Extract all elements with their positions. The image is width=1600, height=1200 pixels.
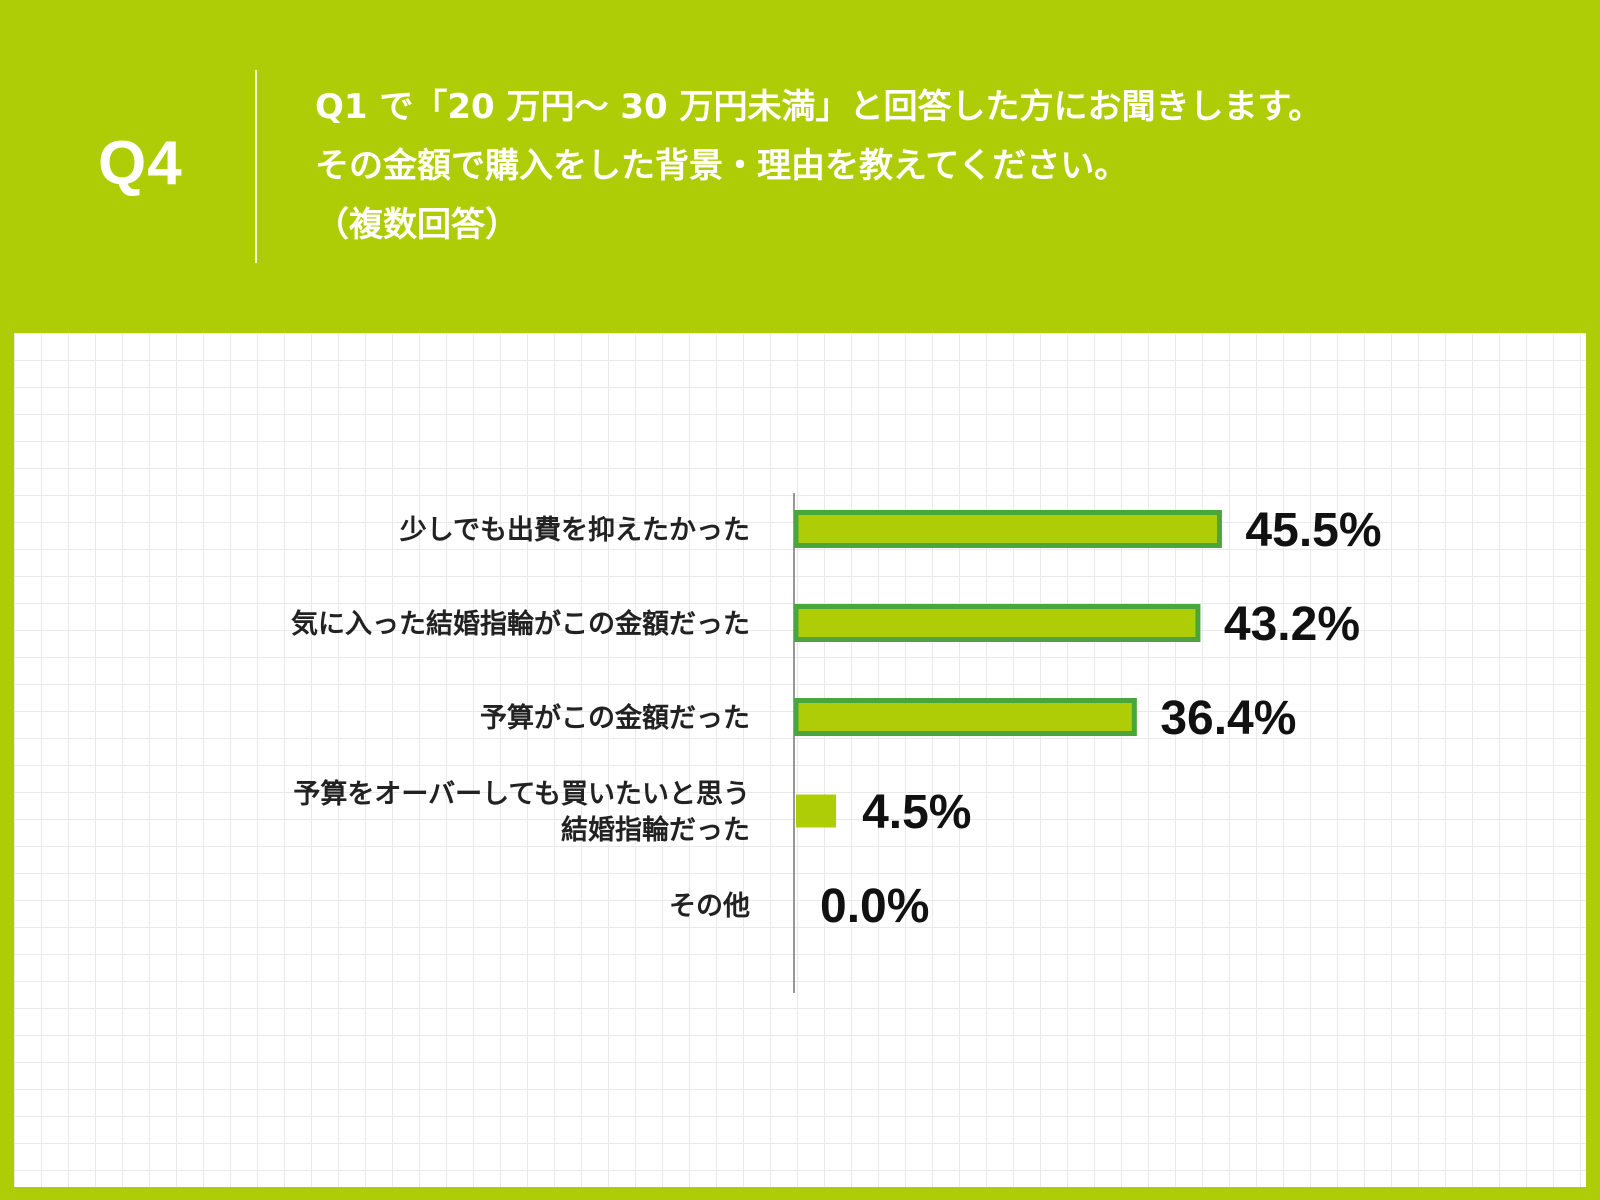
category-label: 予算がこの金額だった — [480, 702, 750, 734]
bar — [793, 604, 1201, 642]
category-label: 結婚指輪だった — [561, 814, 750, 846]
question-line-3: （複数回答） — [315, 205, 519, 245]
bar — [793, 698, 1137, 736]
bar-chart: 少しでも出費を抑えたかった 45.5% 気に入った結婚指輪がこの金額だった 43.2%… — [291, 493, 1382, 993]
header-divider — [255, 70, 257, 263]
value-label: 4.5% — [862, 786, 971, 839]
question-number: Q4 — [98, 129, 183, 198]
bar — [796, 794, 837, 828]
category-label: 少しでも出費を抑えたかった — [400, 515, 750, 546]
value-label: 43.2% — [1224, 598, 1360, 651]
question-header: Q4 Q1 で「20 万円〜 30 万円未満」と回答した方にお聞きします。 その… — [0, 0, 1600, 333]
question-line-1: Q1 で「20 万円〜 30 万円未満」と回答した方にお聞きします。 — [315, 87, 1323, 127]
bar — [793, 510, 1222, 548]
value-label: 45.5% — [1245, 504, 1381, 557]
chart-panel: 少しでも出費を抑えたかった 45.5% 気に入った結婚指輪がこの金額だった 43.2%… — [14, 333, 1586, 1187]
value-label: 36.4% — [1160, 692, 1296, 745]
category-label: その他 — [669, 891, 750, 922]
category-label: 予算をオーバーしても買いたいと思う — [293, 778, 750, 810]
value-label: 0.0% — [820, 880, 929, 933]
question-line-2: その金額で購入をした背景・理由を教えてください。 — [315, 146, 1129, 186]
category-label: 気に入った結婚指輪がこの金額だった — [291, 608, 750, 640]
question-text: Q1 で「20 万円〜 30 万円未満」と回答した方にお聞きします。 その金額で… — [315, 78, 1575, 255]
